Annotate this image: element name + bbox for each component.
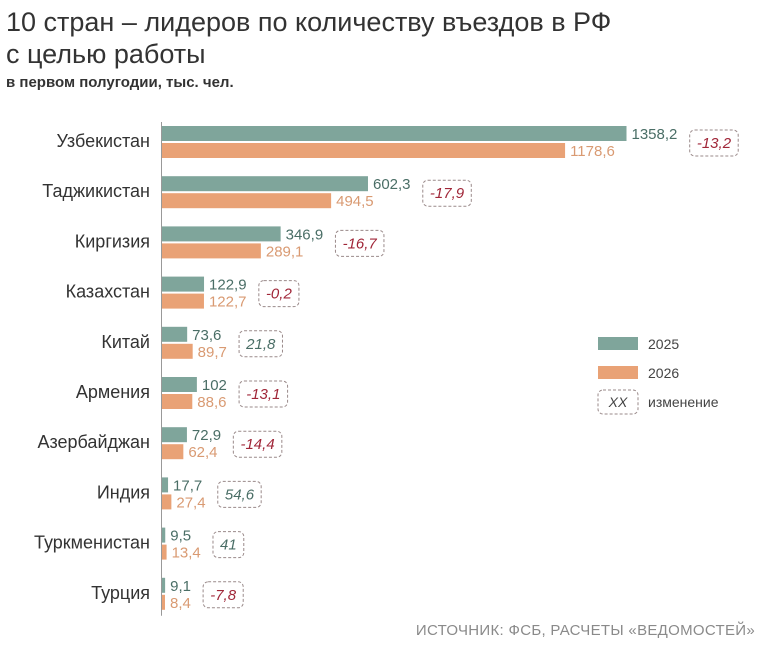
source-note: ИСТОЧНИК: ФСБ, РАСЧЕТЫ «ВЕДОМОСТЕЙ» [415,622,755,639]
bar-2025 [162,427,187,443]
chart-title-line-2: с целью работы [6,39,206,69]
bar-2026 [162,293,204,309]
legend-label-change: изменение [648,394,719,410]
category-label: Киргизия [75,231,150,251]
bar-2026 [162,193,332,209]
legend-label-2026: 2026 [648,365,679,381]
value-label-2025: 73,6 [192,327,221,344]
value-label-2025: 102 [202,377,227,394]
change-label: -16,7 [343,235,378,252]
bar-2026 [162,243,261,259]
category-label: Азербайджан [37,432,150,452]
bar-2026 [162,494,172,510]
bar-2026 [162,343,193,359]
change-label: -14,4 [240,436,274,453]
bar-2026 [162,444,184,460]
change-label: -13,1 [246,386,280,403]
change-label: 21,8 [245,336,276,353]
change-label: -7,8 [210,587,237,604]
change-label: -0,2 [266,286,293,303]
change-box [202,581,244,609]
value-label-2026: 88,6 [197,394,226,411]
value-label-2025: 9,5 [170,528,191,545]
bar-2025 [162,377,197,392]
legend-swatch-2025 [598,337,638,350]
category-label: Таджикистан [42,181,150,201]
change-box [238,330,283,358]
category-label: Туркменистан [34,533,150,553]
bar-2026 [162,594,165,610]
change-box [212,531,245,559]
value-label-2026: 8,4 [170,595,191,612]
value-label-2025: 122,9 [209,277,247,294]
chart-subtitle: в первом полугодии, тыс. чел. [6,74,234,91]
value-label-2026: 27,4 [176,494,205,511]
bar-2025 [162,527,166,543]
change-label: -13,2 [697,135,732,152]
change-box [258,280,300,308]
value-label-2026: 13,4 [172,545,201,562]
bar-2025 [162,326,188,342]
change-label: 54,6 [225,486,255,503]
bar-2025 [162,276,205,292]
chart-title-line-1: 10 стран – лидеров по количеству въездов… [6,7,612,37]
bar-2026 [162,394,193,409]
category-label: Казахстан [66,282,150,302]
legend-change-sample: XX [608,394,628,410]
value-label-2025: 1358,2 [632,126,678,143]
value-label-2026: 89,7 [198,344,227,361]
change-box [217,480,262,508]
value-label-2026: 289,1 [266,243,304,260]
value-label-2025: 72,9 [192,427,221,444]
chart-title: 10 стран – лидеров по количеству въездов… [6,6,746,70]
category-label: Китай [101,332,150,352]
value-label-2026: 62,4 [188,444,217,461]
value-label-2025: 17,7 [173,477,202,494]
bar-2025 [162,226,281,242]
bar-2025 [162,577,166,593]
value-label-2026: 122,7 [209,294,247,311]
legend-change-box [597,389,639,415]
category-label: Турция [91,583,150,603]
value-label-2025: 602,3 [373,176,411,193]
category-label: Армения [76,382,150,402]
change-label: 41 [220,537,237,554]
bar-2025 [162,126,627,141]
category-label: Узбекистан [56,131,150,151]
category-label: Индия [97,482,150,502]
legend-label-2025: 2025 [648,336,679,352]
bar-2025 [162,176,368,192]
value-label-2026: 494,5 [336,193,374,210]
change-label: -17,9 [430,185,465,202]
value-label-2025: 9,1 [170,578,191,595]
bar-2026 [162,544,167,560]
legend-swatch-2026 [598,366,638,379]
value-label-2025: 346,9 [286,226,324,243]
bar-2025 [162,477,169,493]
bar-2026 [162,143,566,158]
value-label-2026: 1178,6 [570,143,615,160]
